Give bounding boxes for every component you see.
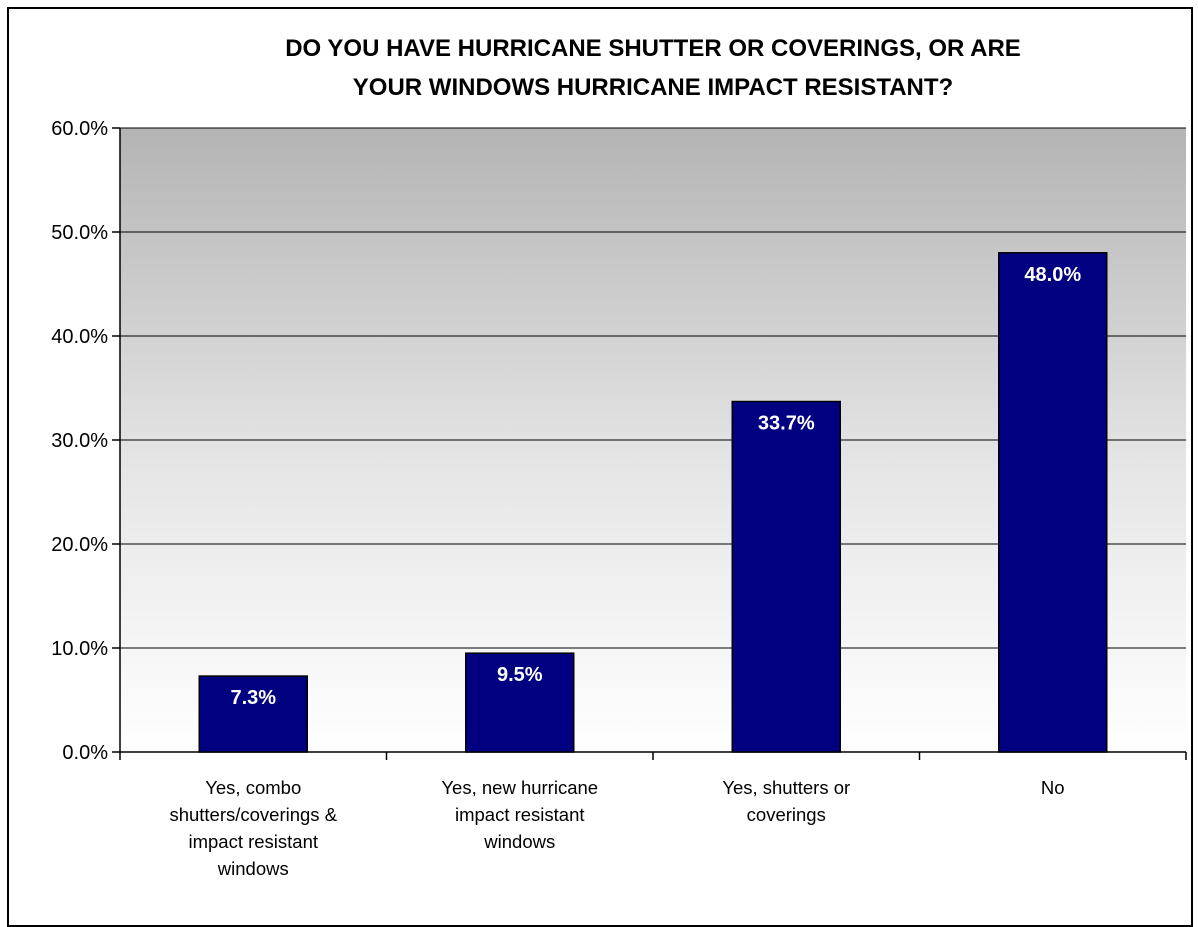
category-label-line: shutters/coverings & — [169, 804, 337, 825]
bar — [465, 652, 575, 753]
y-tick-labels: 0.0% 10.0% 20.0% 30.0% 40.0% 50.0% 60.0% — [51, 118, 108, 764]
y-tick-label: 30.0% — [51, 430, 108, 452]
category-label: No — [1041, 777, 1065, 798]
y-tick-label: 10.0% — [51, 638, 108, 660]
category-label-line: coverings — [747, 804, 826, 825]
data-labels: 7.3% 9.5% 33.7% 48.0% — [230, 264, 1081, 709]
category-labels: Yes, combo shutters/coverings & impact res… — [169, 777, 1064, 879]
bar — [998, 252, 1108, 753]
y-tick-label: 60.0% — [51, 118, 108, 140]
category-label-line: Yes, shutters or — [722, 777, 850, 798]
category-label-line: Yes, combo — [205, 777, 301, 798]
bars — [198, 252, 1108, 753]
category-label: Yes, new hurricane impact resistant window… — [441, 777, 598, 852]
y-tick-label: 50.0% — [51, 222, 108, 244]
bar-chart: DO YOU HAVE HURRICANE SHUTTER OR COVERIN… — [51, 35, 1187, 879]
data-label: 48.0% — [1024, 264, 1081, 286]
category-label-line: impact resistant — [455, 804, 585, 825]
category-label-line: Yes, new hurricane — [441, 777, 598, 798]
y-tick-label: 0.0% — [62, 742, 108, 764]
category-label: Yes, combo shutters/coverings & impact res… — [169, 777, 337, 879]
chart-title-line: YOUR WINDOWS HURRICANE IMPACT RESISTANT? — [353, 74, 953, 101]
category-label-line: impact resistant — [188, 831, 318, 852]
chart-title-line: DO YOU HAVE HURRICANE SHUTTER OR COVERIN… — [285, 35, 1021, 62]
y-tick-label: 40.0% — [51, 326, 108, 348]
bar — [198, 675, 308, 753]
chart-title: DO YOU HAVE HURRICANE SHUTTER OR COVERIN… — [285, 35, 1021, 101]
category-label-line: No — [1041, 777, 1065, 798]
data-label: 9.5% — [497, 664, 543, 686]
data-label: 33.7% — [758, 413, 815, 435]
y-tick-label: 20.0% — [51, 534, 108, 556]
category-label-line: windows — [217, 858, 289, 879]
data-label: 7.3% — [230, 687, 276, 709]
category-label: Yes, shutters or coverings — [722, 777, 850, 825]
bar — [731, 400, 841, 753]
category-label-line: windows — [483, 831, 555, 852]
